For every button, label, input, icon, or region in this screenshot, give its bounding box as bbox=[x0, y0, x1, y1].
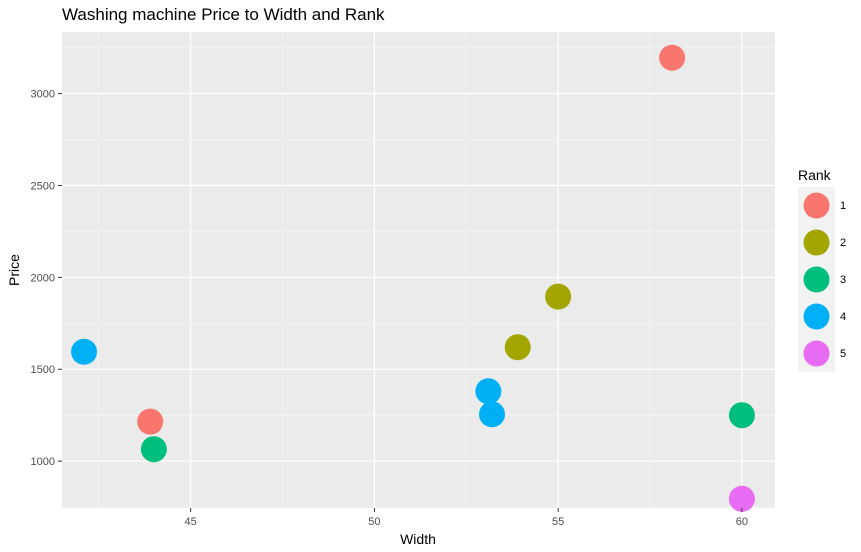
data-point-rank-4 bbox=[71, 338, 98, 365]
y-tick-label: 2500 bbox=[31, 180, 55, 192]
y-tick-label: 2000 bbox=[31, 272, 55, 284]
data-point-rank-1 bbox=[659, 44, 686, 71]
y-tick-label: 1000 bbox=[31, 456, 55, 468]
y-axis-label: Price bbox=[6, 254, 22, 286]
data-point-rank-4 bbox=[479, 401, 506, 428]
legend-label: 4 bbox=[840, 311, 846, 323]
legend-key-rank-4 bbox=[803, 303, 830, 330]
data-point-rank-3 bbox=[140, 436, 167, 463]
legend-title: Rank bbox=[798, 167, 832, 183]
data-point-rank-3 bbox=[728, 402, 755, 429]
legend-key-rank-5 bbox=[803, 340, 830, 367]
x-axis-label: Width bbox=[400, 531, 436, 547]
data-point-rank-1 bbox=[137, 408, 164, 435]
plot-panel bbox=[62, 32, 775, 508]
legend-label: 1 bbox=[840, 200, 846, 212]
chart-title: Washing machine Price to Width and Rank bbox=[62, 5, 385, 24]
legend-label: 2 bbox=[840, 237, 846, 249]
legend-key-rank-1 bbox=[803, 192, 830, 219]
data-point-rank-2 bbox=[545, 283, 572, 310]
legend-label: 5 bbox=[840, 348, 846, 360]
x-tick-label: 45 bbox=[185, 516, 197, 528]
data-point-rank-5 bbox=[728, 485, 755, 512]
x-tick-label: 50 bbox=[368, 516, 380, 528]
y-axis-ticks: 1000 1500 2000 2500 3000 bbox=[31, 89, 62, 468]
legend-key-rank-3 bbox=[803, 266, 830, 293]
y-tick-label: 3000 bbox=[31, 89, 55, 101]
major-gridlines bbox=[62, 32, 775, 508]
legend: Rank 1 2 3 4 5 bbox=[798, 167, 846, 372]
legend-label: 3 bbox=[840, 274, 846, 286]
data-point-rank-4 bbox=[475, 378, 502, 405]
x-tick-label: 55 bbox=[552, 516, 564, 528]
minor-gridlines bbox=[62, 32, 775, 508]
x-axis-ticks: 45 50 55 60 bbox=[185, 508, 748, 528]
legend-key-rank-2 bbox=[803, 229, 830, 256]
data-point-rank-2 bbox=[504, 334, 531, 361]
data-points bbox=[71, 44, 755, 512]
y-tick-label: 1500 bbox=[31, 364, 55, 376]
x-tick-label: 60 bbox=[736, 516, 748, 528]
